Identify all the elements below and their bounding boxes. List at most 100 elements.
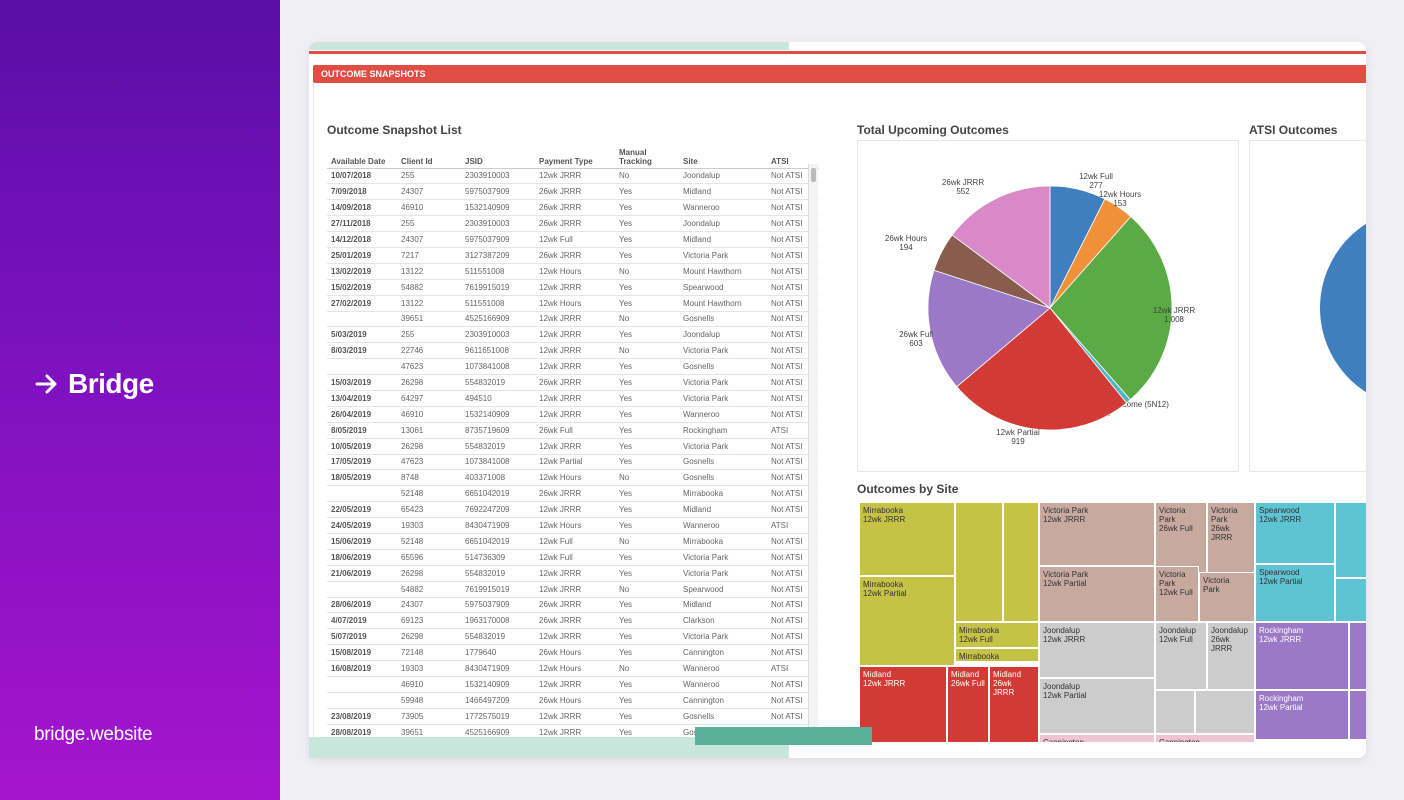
table-row[interactable]: 10/07/2018 255 2303910003 12wk JRRR No Joonda… <box>327 168 819 185</box>
table-row[interactable]: 54882 7619915019 12wk JRRR No Spearwood Not A… <box>327 581 819 598</box>
table-cell: 4/07/2019 <box>327 612 397 630</box>
table-row[interactable]: 17/05/2019 47623 1073841008 12wk Partial Yes… <box>327 454 819 471</box>
column-header[interactable]: JSID <box>461 144 535 169</box>
table-row[interactable]: 18/05/2019 8748 403371008 12wk Hours No Gosne… <box>327 469 819 487</box>
table-cell: 26wk Hours <box>535 644 615 662</box>
treemap-tile[interactable] <box>1335 578 1366 622</box>
treemap-tile[interactable] <box>1349 690 1366 740</box>
table-row[interactable]: 25/01/2019 7217 3127387209 26wk JRRR Yes Vict… <box>327 247 819 264</box>
treemap-tile[interactable]: Joondalup 12wk JRRR <box>1039 622 1155 678</box>
column-header[interactable]: Available Date <box>327 144 397 169</box>
table-row[interactable]: 46910 1532140909 12wk JRRR Yes Wanneroo Not A… <box>327 676 819 693</box>
column-header[interactable]: Payment Type <box>535 144 615 169</box>
treemap-tile[interactable] <box>1335 502 1366 578</box>
table-cell: 1532140909 <box>461 676 535 693</box>
table-row[interactable]: 22/05/2019 65423 7692247209 12wk JRRR Yes Mid… <box>327 501 819 519</box>
treemap-tile[interactable]: Joondalup 12wk Partial <box>1039 678 1155 734</box>
treemap-tile[interactable]: Midland 26wk JRRR <box>989 666 1039 742</box>
table-cell: Spearwood <box>679 581 767 598</box>
treemap-tile[interactable] <box>1349 622 1366 690</box>
scroll-thumb[interactable] <box>811 168 816 182</box>
table-row[interactable]: 5/03/2019 255 2303910003 12wk JRRR Yes Joonda… <box>327 326 819 344</box>
table-row[interactable]: 16/08/2019 19303 8430471909 12wk Hours No Wan… <box>327 660 819 677</box>
table-row[interactable]: 15/06/2019 52148 6651042019 12wk Full No Mirr… <box>327 533 819 550</box>
treemap-tile[interactable]: Spearwood 12wk Partial <box>1255 564 1335 622</box>
table-cell: 5/03/2019 <box>327 326 397 344</box>
table-row[interactable]: 8/05/2019 13061 8735719609 26wk Full Yes Rock… <box>327 422 819 439</box>
table-row[interactable]: 8/03/2019 22746 9611651008 12wk JRRR No Victo… <box>327 342 819 360</box>
pie-slice-value: 603 <box>909 339 923 348</box>
table-cell: 12wk JRRR <box>535 311 615 328</box>
treemap-tile[interactable]: Rockingham 12wk Partial <box>1255 690 1349 740</box>
pie-slice[interactable] <box>1049 216 1173 401</box>
table-row[interactable]: 5/07/2019 26298 554832019 12wk JRRR Yes Victo… <box>327 628 819 646</box>
treemap-tile[interactable]: Victoria Park 12wk JRRR <box>1039 502 1155 566</box>
table-row[interactable]: 23/08/2019 73905 1772575019 12wk JRRR Yes Gos… <box>327 708 819 725</box>
treemap-tile[interactable]: Victoria Park <box>1199 572 1255 622</box>
table-cell: 27/02/2019 <box>327 295 397 312</box>
table-row[interactable]: 47623 1073841008 12wk JRRR Yes Gosnells Not A… <box>327 358 819 376</box>
table-cell: Not ATSI <box>767 358 819 376</box>
table-row[interactable]: 24/05/2019 19303 8430471909 12wk Hours Yes Wa… <box>327 517 819 534</box>
table-row[interactable]: 59948 1466497209 26wk Hours Yes Cannington No… <box>327 692 819 709</box>
table-cell: Yes <box>615 628 679 646</box>
table-row[interactable]: 39651 4525166909 12wk JRRR No Gosnells Not AT… <box>327 311 819 328</box>
table-row[interactable]: 15/03/2019 26298 554832019 26wk JRRR Yes Vict… <box>327 374 819 391</box>
brand-panel: Bridge bridge.website <box>0 0 280 800</box>
treemap-tile[interactable]: Joondalup 12wk Full <box>1155 622 1207 690</box>
brand-url[interactable]: bridge.website <box>34 724 153 745</box>
column-header[interactable]: Site <box>679 144 767 169</box>
table-row[interactable]: 10/05/2019 26298 554832019 12wk JRRR Yes Vict… <box>327 438 819 455</box>
table-row[interactable]: 26/04/2019 46910 1532140909 12wk JRRR Yes Wan… <box>327 406 819 423</box>
treemap-tile[interactable] <box>1155 690 1195 734</box>
treemap-tile[interactable]: Cannington <box>1039 734 1155 742</box>
site-treemap: Mirrabooka 12wk JRRR Mirrabooka 12wk Part… <box>859 502 1366 742</box>
pie-slice-value: 153 <box>1113 199 1127 208</box>
table-cell: 26298 <box>397 565 461 582</box>
table-row[interactable]: 18/06/2019 65596 514736309 12wk Full Yes Vict… <box>327 549 819 566</box>
table-row[interactable]: 4/07/2019 69123 1963170008 26wk JRRR Yes Clar… <box>327 612 819 630</box>
treemap-tile[interactable]: Mirrabooka 12wk Full <box>955 622 1039 648</box>
list-title: Outcome Snapshot List <box>327 123 462 137</box>
treemap-tile[interactable]: Mirrabooka <box>955 648 1039 662</box>
table-row[interactable]: 14/12/2018 24307 5975037909 12wk Full Yes Mid… <box>327 231 819 248</box>
treemap-tile[interactable]: Victoria Park 12wk Partial <box>1039 566 1155 622</box>
table-row[interactable]: 15/08/2019 72148 1779640 26wk Hours Yes Canni… <box>327 644 819 662</box>
table-cell: Gosnells <box>679 311 767 328</box>
table-cell: 54882 <box>397 279 461 296</box>
treemap-tile[interactable]: Cannington <box>1155 734 1255 742</box>
table-row[interactable]: 13/02/2019 13122 511551008 12wk Hours No Moun… <box>327 263 819 280</box>
treemap-tile[interactable]: Rockingham 12wk JRRR <box>1255 622 1349 690</box>
arrow-right-icon <box>35 374 57 394</box>
column-header[interactable]: Manual Tracking <box>615 144 679 169</box>
treemap-tile[interactable]: Mirrabooka 12wk Partial <box>859 576 955 666</box>
table-header: Available Date Client Id JSID Payment Type M… <box>327 144 819 169</box>
table-row[interactable]: 21/06/2019 26298 554832019 12wk JRRR Yes Vict… <box>327 565 819 582</box>
table-scrollbar[interactable] <box>808 164 818 742</box>
brand-logo[interactable]: Bridge <box>34 368 154 400</box>
table-row[interactable]: 13/04/2019 64297 494510 12wk JRRR Yes Victori… <box>327 390 819 407</box>
table-row[interactable]: 52148 6651042019 26wk JRRR Yes Mirrabooka Not… <box>327 485 819 503</box>
pie-slice[interactable] <box>927 269 1051 388</box>
treemap-tile[interactable]: Mirrabooka 12wk JRRR <box>859 502 955 576</box>
treemap-tile[interactable]: Spearwood 12wk JRRR <box>1255 502 1335 564</box>
table-row[interactable]: 15/02/2019 54882 7619915019 12wk JRRR Yes Spe… <box>327 279 819 296</box>
treemap-tile[interactable] <box>955 502 1003 622</box>
table-cell: 12wk JRRR <box>535 342 615 360</box>
column-header[interactable]: Client Id <box>397 144 461 169</box>
table-row[interactable]: 14/09/2018 46910 1532140909 26wk JRRR Yes Wan… <box>327 199 819 217</box>
table-row[interactable]: 27/02/2019 13122 511551008 12wk Hours Yes Mou… <box>327 295 819 312</box>
table-row[interactable]: 28/06/2019 24307 5975037909 26wk JRRR Yes Mid… <box>327 597 819 614</box>
table-row[interactable]: 27/11/2018 255 2303910003 26wk JRRR Yes Joond… <box>327 215 819 233</box>
pie-slice[interactable] <box>951 185 1051 309</box>
treemap-tile[interactable] <box>1003 502 1039 622</box>
treemap-tile[interactable]: Joondalup 26wk JRRR <box>1207 622 1255 690</box>
treemap-tile[interactable]: Victoria Park 12wk Full <box>1155 566 1199 622</box>
treemap-tile[interactable]: Midland 12wk JRRR <box>859 666 947 742</box>
treemap-tile[interactable]: Midland 26wk Full <box>947 666 989 742</box>
table-cell: Victoria Park <box>679 438 767 455</box>
treemap-tile[interactable] <box>1195 690 1255 734</box>
table-row[interactable]: 7/09/2018 24307 5975037909 26wk JRRR Yes Midl… <box>327 183 819 201</box>
pie-slice[interactable] <box>956 307 1128 431</box>
